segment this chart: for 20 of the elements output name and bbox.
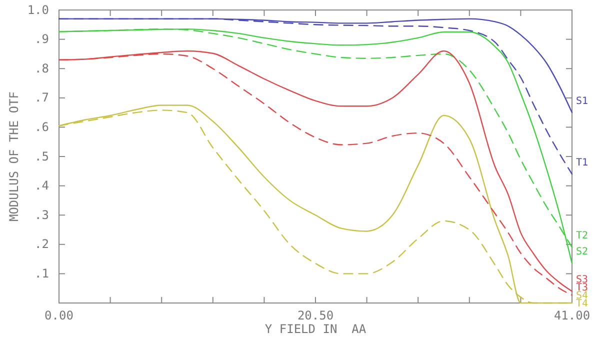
y-tick-label: .7 — [34, 90, 49, 105]
series-label: T1 — [576, 157, 588, 168]
y-tick-label: 1.0 — [27, 2, 49, 17]
y-axis-title: MODULUS OF THE OTF — [7, 91, 21, 222]
y-tick-label: .4 — [34, 178, 49, 193]
series-label: T4 — [576, 298, 588, 310]
y-tick-label: .5 — [34, 149, 49, 164]
series-label: T2 — [576, 230, 588, 242]
x-tick-label: 0.00 — [44, 308, 74, 323]
x-axis-title: Y FIELD IN AA — [264, 322, 367, 336]
y-tick-label: .3 — [34, 208, 49, 222]
x-tick-label: 20.50 — [297, 308, 334, 323]
y-tick-label: .8 — [34, 61, 49, 76]
series-label: S1 — [576, 96, 588, 107]
y-tick-label: .9 — [34, 32, 49, 46]
y-tick-label: .2 — [34, 237, 49, 252]
series-label: S2 — [576, 246, 588, 258]
y-tick-label: .6 — [34, 120, 49, 134]
y-tick-label: .1 — [34, 266, 49, 281]
x-tick-label: 41.00 — [554, 308, 590, 323]
